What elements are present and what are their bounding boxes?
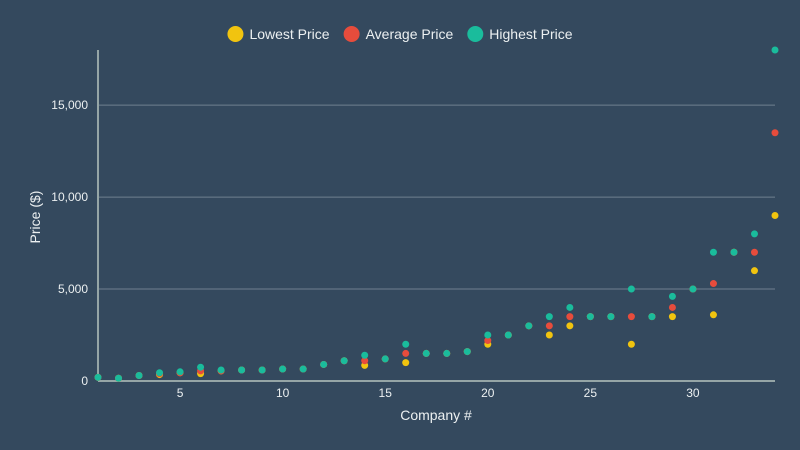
data-point[interactable] <box>545 322 553 330</box>
legend-marker <box>343 26 360 42</box>
data-point[interactable] <box>668 313 676 321</box>
data-point[interactable] <box>709 280 717 288</box>
data-point[interactable] <box>340 357 348 365</box>
data-point[interactable] <box>525 322 533 330</box>
data-point[interactable] <box>463 348 471 356</box>
data-point[interactable] <box>402 349 410 357</box>
gridlines <box>98 104 775 290</box>
data-point[interactable] <box>156 369 164 377</box>
data-points <box>94 46 779 382</box>
data-point[interactable] <box>750 248 758 256</box>
data-point[interactable] <box>709 311 717 319</box>
data-point[interactable] <box>504 331 512 339</box>
series-lowest-price <box>94 212 779 382</box>
x-tick-label: 15 <box>379 386 393 400</box>
data-point[interactable] <box>217 366 225 374</box>
x-tick-label: 5 <box>177 386 184 400</box>
legend-marker <box>467 26 484 42</box>
x-tick-label: 25 <box>584 386 598 400</box>
legend-label: Average Price <box>366 26 454 42</box>
tick-labels: 0 5,000 10,000 15,000 5 10 15 20 25 30 <box>51 98 700 400</box>
data-point[interactable] <box>668 303 676 311</box>
data-point[interactable] <box>361 351 369 359</box>
data-point[interactable] <box>279 365 287 373</box>
data-point[interactable] <box>94 373 102 381</box>
data-point[interactable] <box>484 331 492 339</box>
data-point[interactable] <box>771 46 779 54</box>
data-point[interactable] <box>402 359 410 367</box>
data-point[interactable] <box>689 285 697 293</box>
legend-label: Lowest Price <box>249 26 329 42</box>
data-point[interactable] <box>197 363 205 371</box>
data-point[interactable] <box>771 129 779 137</box>
legend-item-highest-price[interactable]: Highest Price <box>467 26 573 42</box>
data-point[interactable] <box>709 248 717 256</box>
x-axis-title: Company # <box>400 407 472 423</box>
data-point[interactable] <box>627 313 635 321</box>
legend[interactable]: Lowest Price Average Price Highest Price <box>227 26 573 42</box>
y-axis-title: Price ($) <box>27 191 43 244</box>
data-point[interactable] <box>422 349 430 357</box>
data-point[interactable] <box>648 313 656 321</box>
data-point[interactable] <box>361 357 369 365</box>
data-point[interactable] <box>627 285 635 293</box>
series-average-price <box>94 129 779 382</box>
axes <box>97 50 775 382</box>
y-tick-label: 10,000 <box>51 190 88 204</box>
data-point[interactable] <box>443 349 451 357</box>
data-point[interactable] <box>135 371 143 379</box>
legend-item-lowest-price[interactable]: Lowest Price <box>227 26 330 42</box>
data-point[interactable] <box>320 360 328 368</box>
data-point[interactable] <box>750 267 758 275</box>
data-point[interactable] <box>238 366 246 374</box>
data-point[interactable] <box>299 365 307 373</box>
data-point[interactable] <box>750 230 758 238</box>
data-point[interactable] <box>545 313 553 321</box>
data-point[interactable] <box>381 355 389 363</box>
x-tick-label: 30 <box>686 386 700 400</box>
x-tick-label: 20 <box>481 386 495 400</box>
data-point[interactable] <box>566 313 574 321</box>
data-point[interactable] <box>258 366 266 374</box>
x-tick-label: 10 <box>276 386 290 400</box>
data-point[interactable] <box>566 303 574 311</box>
data-point[interactable] <box>627 340 635 348</box>
y-tick-label: 0 <box>81 374 88 388</box>
data-point[interactable] <box>566 322 574 330</box>
data-point[interactable] <box>402 340 410 348</box>
data-point[interactable] <box>771 212 779 219</box>
legend-label: Highest Price <box>489 26 572 42</box>
legend-item-average-price[interactable]: Average Price <box>343 26 454 42</box>
legend-marker <box>227 26 244 42</box>
data-point[interactable] <box>607 313 615 321</box>
data-point[interactable] <box>484 337 492 345</box>
series-highest-price <box>94 46 779 382</box>
y-tick-label: 15,000 <box>51 98 88 112</box>
data-point[interactable] <box>668 292 676 300</box>
data-point[interactable] <box>545 331 553 339</box>
data-point[interactable] <box>176 368 184 376</box>
data-point[interactable] <box>115 374 123 382</box>
data-point[interactable] <box>730 248 738 256</box>
y-tick-label: 5,000 <box>58 282 88 296</box>
data-point[interactable] <box>586 313 594 321</box>
